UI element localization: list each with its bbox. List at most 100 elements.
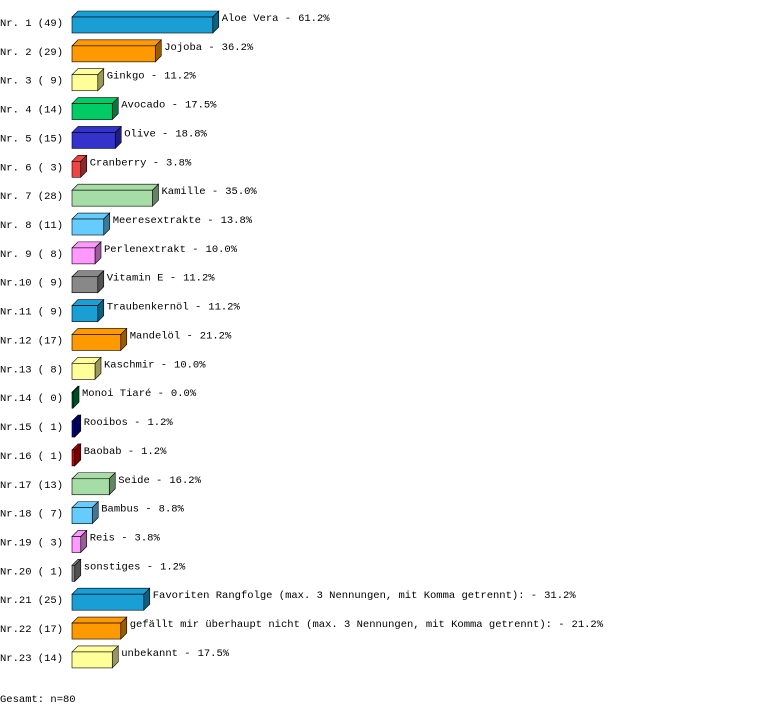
category-label: Jojoba -	[164, 42, 214, 54]
bar-label: Traubenkernöl - 11.2%	[107, 302, 241, 314]
bar-label: Cranberry - 3.8%	[90, 157, 192, 169]
bar-label: Avocado - 17.5%	[121, 100, 217, 112]
category-label: unbekannt -	[121, 648, 190, 660]
bar-top	[71, 616, 128, 624]
row-label: Nr. 2 (29)	[0, 47, 63, 59]
value-label: 17.5%	[185, 100, 217, 112]
bar	[71, 478, 110, 496]
bar	[71, 593, 145, 611]
bar	[71, 507, 93, 524]
bar-top	[71, 183, 160, 191]
bar-top	[71, 587, 151, 595]
category-label: sonstiges -	[84, 561, 153, 573]
value-label: 1.2%	[160, 561, 186, 573]
value-label: 11.2%	[164, 71, 196, 83]
bar-top	[71, 126, 122, 133]
row-label: Nr. 8 (11)	[0, 220, 63, 232]
category-label: Kaschmir -	[104, 359, 167, 371]
bar-label: sonstiges - 1.2%	[84, 561, 186, 573]
category-label: Kamille -	[162, 186, 219, 198]
category-label: Aloe Vera -	[222, 13, 291, 25]
bar	[71, 161, 82, 178]
category-label: gefällt mir überhaupt nicht (max. 3 Nenn…	[130, 619, 565, 631]
bar	[71, 565, 76, 582]
value-label: 18.8%	[175, 128, 207, 140]
bar-label: Meeresextrakte - 13.8%	[113, 215, 253, 227]
bar	[71, 334, 122, 351]
value-label: 1.2%	[147, 417, 173, 429]
bar-label: Jojoba - 36.2%	[164, 42, 254, 54]
bar-label: unbekannt - 17.5%	[121, 648, 230, 660]
bar	[71, 651, 113, 669]
bar-label: Seide - 16.2%	[118, 475, 201, 487]
row-label: Nr.19 ( 3)	[0, 537, 63, 549]
value-label: 3.8%	[135, 532, 161, 544]
row-label: Nr.13 ( 8)	[0, 364, 63, 376]
value-label: 11.2%	[208, 302, 240, 314]
bar	[71, 74, 99, 92]
row-label: Nr.20 ( 1)	[0, 566, 63, 578]
value-label: 21.2%	[572, 619, 604, 631]
category-label: Bambus -	[101, 504, 151, 516]
value-label: 61.2%	[298, 13, 330, 25]
bar-top	[71, 328, 128, 335]
bar	[71, 420, 76, 438]
category-label: Perlenextrakt -	[104, 244, 199, 256]
row-label: Nr.17 (13)	[0, 480, 63, 492]
row-label: Nr. 3 ( 9)	[0, 76, 63, 88]
bar-label: Olive - 18.8%	[124, 128, 207, 140]
category-label: Meeresextrakte -	[113, 215, 214, 227]
bar	[71, 363, 96, 380]
value-label: 1.2%	[141, 446, 167, 458]
bar-top	[71, 10, 220, 18]
row-label: Nr. 1 (49)	[0, 18, 63, 30]
bar	[71, 391, 74, 409]
value-label: 17.5%	[198, 648, 230, 660]
value-label: 10.0%	[174, 359, 206, 371]
row-label: Nr. 4 (14)	[0, 105, 63, 117]
row-label: Nr.16 ( 1)	[0, 451, 63, 463]
value-label: 11.2%	[183, 273, 215, 285]
bar-side	[72, 385, 80, 409]
bar	[71, 45, 156, 63]
bar-label: Kaschmir - 10.0%	[104, 359, 206, 371]
row-label: Nr.22 (17)	[0, 624, 63, 636]
value-label: 21.2%	[200, 330, 232, 342]
bar-label: gefällt mir überhaupt nicht (max. 3 Nenn…	[130, 619, 604, 631]
row-label: Nr. 9 ( 8)	[0, 249, 63, 261]
row-label: Nr.11 ( 9)	[0, 307, 63, 319]
value-label: 31.2%	[544, 590, 576, 602]
value-label: 36.2%	[222, 42, 254, 54]
bar-top	[71, 472, 116, 480]
value-label: 10.0%	[206, 244, 238, 256]
footer: Gesamt: n=80	[0, 694, 76, 706]
category-label: Favoriten Rangfolge (max. 3 Nennungen, m…	[153, 590, 537, 602]
value-label: 8.8%	[159, 504, 185, 516]
bar-top	[71, 39, 162, 47]
category-label: Vitamin E -	[107, 273, 176, 285]
bar-label: Kamille - 35.0%	[162, 186, 258, 198]
bar	[71, 449, 76, 467]
bar-label: Perlenextrakt - 10.0%	[104, 244, 238, 256]
bar	[71, 132, 116, 149]
row-label: Nr. 7 (28)	[0, 191, 63, 203]
bar-label: Favoriten Rangfolge (max. 3 Nennungen, m…	[153, 590, 577, 602]
bar	[71, 218, 105, 236]
row-label: Nr.18 ( 7)	[0, 509, 63, 521]
category-label: Seide -	[118, 475, 162, 487]
row-label: Nr. 5 (15)	[0, 133, 63, 145]
bar	[71, 16, 214, 34]
bar-label: Baobab - 1.2%	[84, 446, 167, 458]
category-label: Avocado -	[121, 100, 178, 112]
value-label: 35.0%	[225, 186, 257, 198]
category-label: Olive -	[124, 128, 168, 140]
bar-label: Bambus - 8.8%	[101, 504, 184, 516]
row-label: Nr.15 ( 1)	[0, 422, 63, 434]
bar	[71, 103, 113, 120]
bar-top	[71, 645, 119, 653]
value-label: 3.8%	[166, 157, 192, 169]
category-label: Cranberry -	[90, 157, 159, 169]
row-label: Nr.23 (14)	[0, 653, 63, 665]
bar	[71, 305, 99, 322]
